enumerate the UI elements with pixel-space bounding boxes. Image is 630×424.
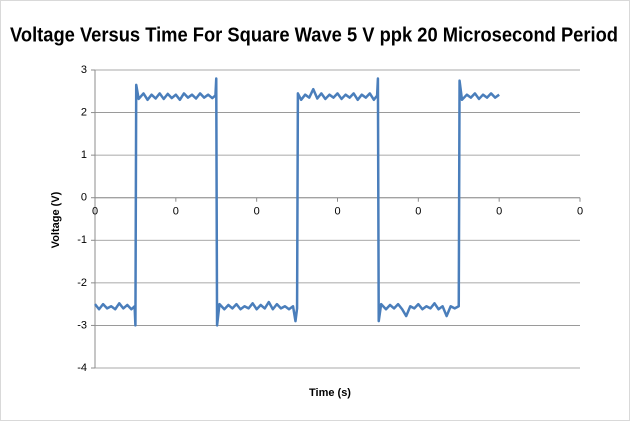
x-tick-label: 0 xyxy=(92,206,98,218)
y-tick-label: 2 xyxy=(81,106,87,118)
data-line xyxy=(94,77,500,327)
x-tick-label: 0 xyxy=(254,206,260,218)
x-tick-label: 0 xyxy=(415,206,421,218)
y-tick-label: -4 xyxy=(77,362,87,374)
y-tick-label: 3 xyxy=(81,64,87,76)
y-tick-label: -1 xyxy=(77,234,87,246)
x-tick-label: 0 xyxy=(334,206,340,218)
x-tick-label: 0 xyxy=(173,206,179,218)
x-tick-label: 0 xyxy=(496,206,502,218)
y-tick-label: -2 xyxy=(77,277,87,289)
y-tick-label: 0 xyxy=(81,192,87,204)
x-tick-label: 0 xyxy=(577,206,583,218)
y-axis-label: Voltage (V) xyxy=(50,191,62,248)
x-axis-label: Time (s) xyxy=(309,387,351,399)
chart-title: Voltage Versus Time For Square Wave 5 V … xyxy=(10,24,618,46)
y-tick-label: 1 xyxy=(81,149,87,161)
y-tick-label: -3 xyxy=(77,319,87,331)
